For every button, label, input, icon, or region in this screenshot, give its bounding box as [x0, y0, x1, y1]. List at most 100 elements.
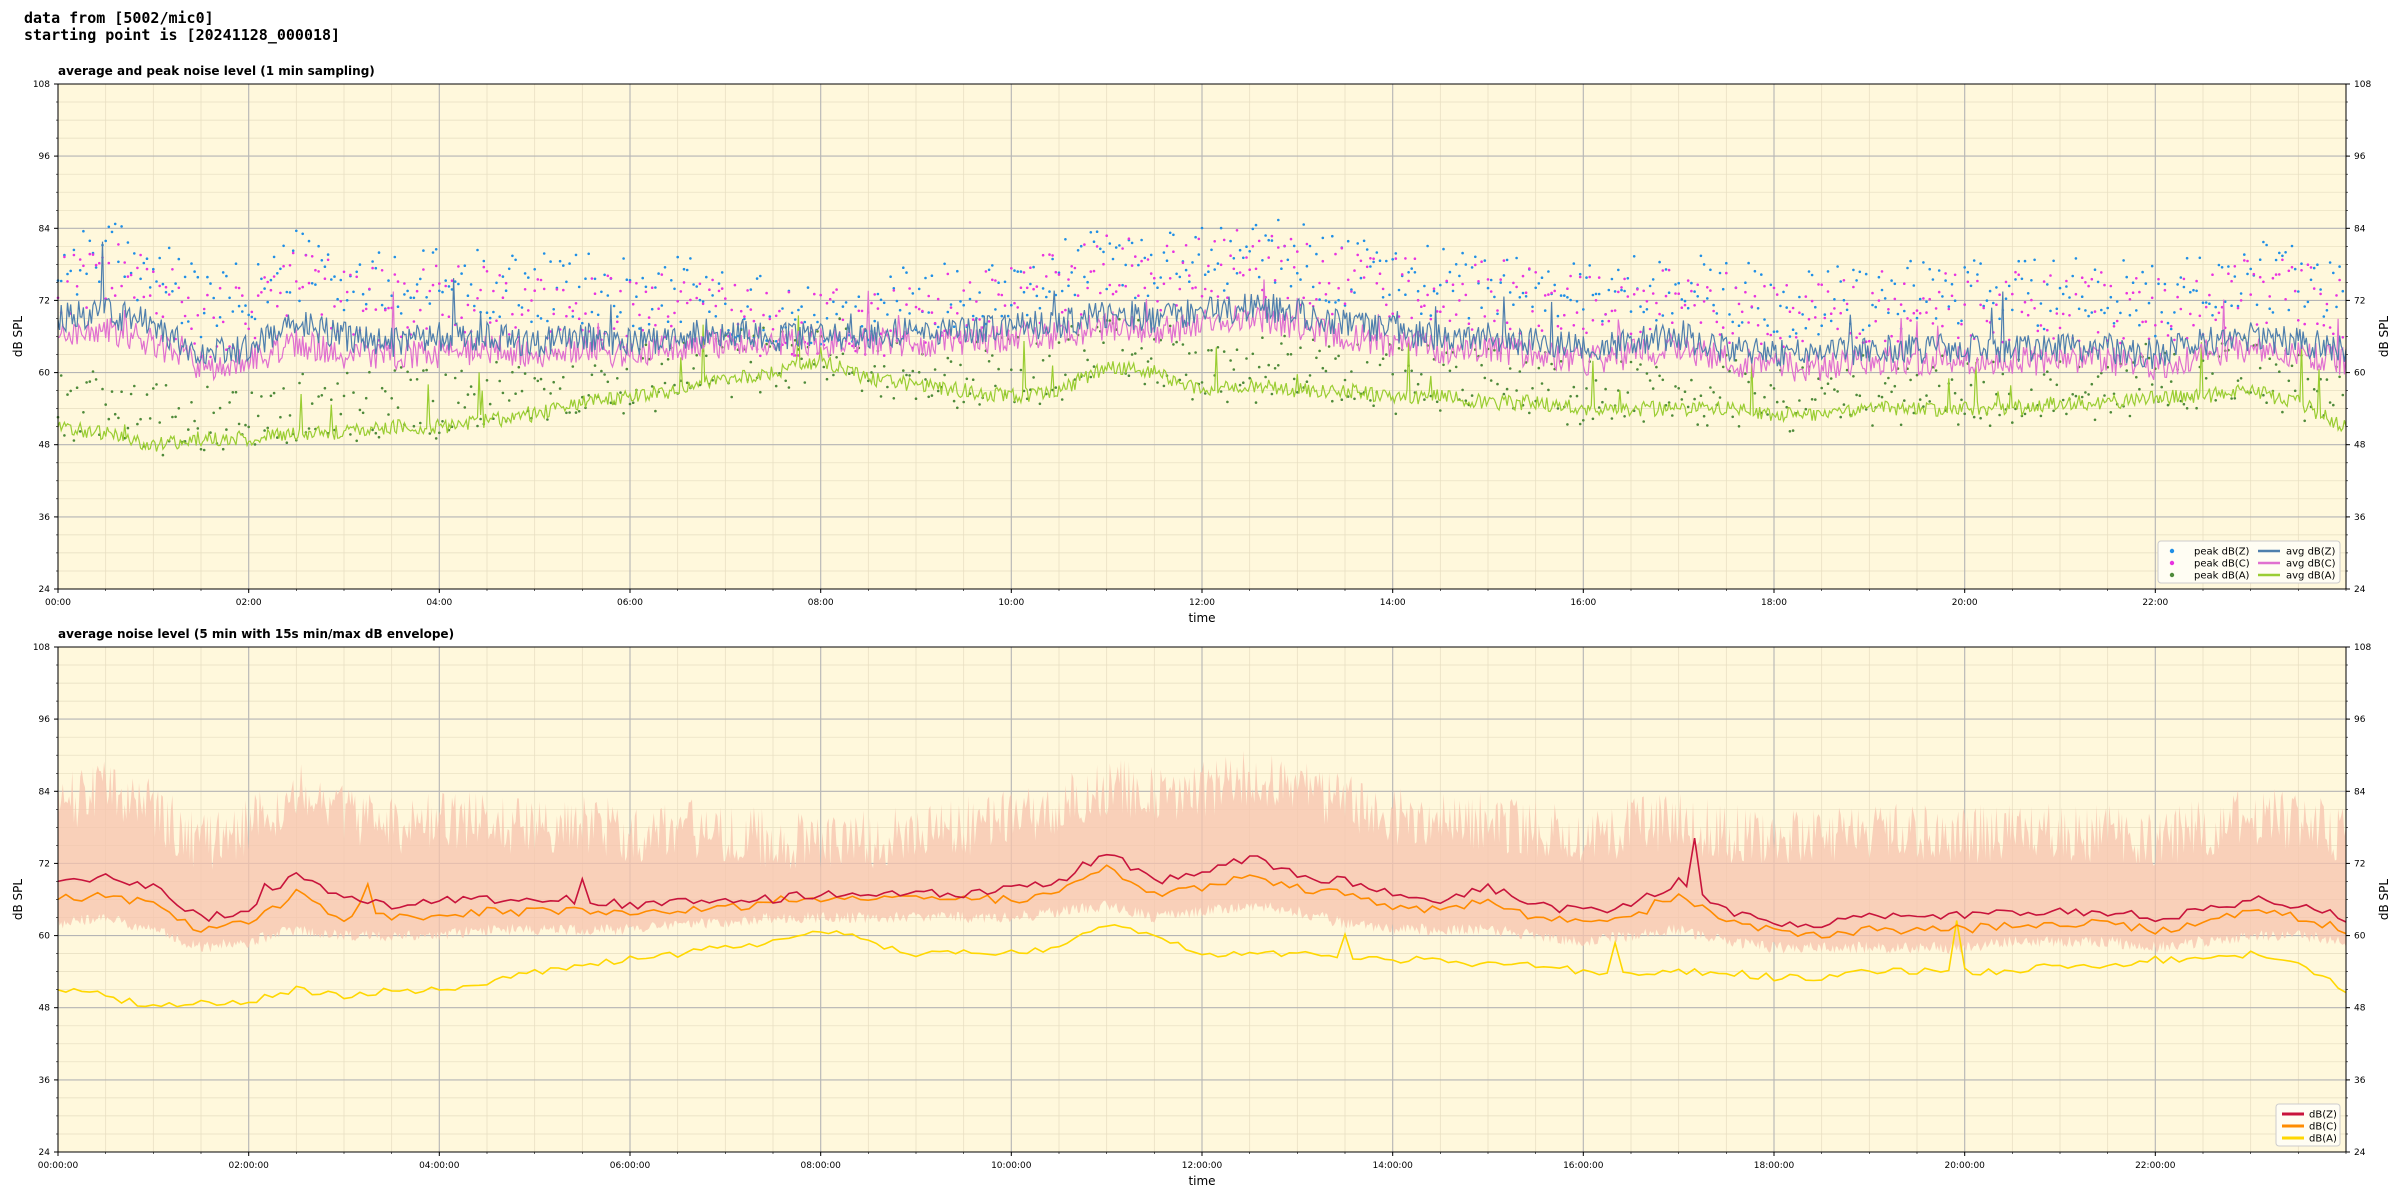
scatter-point	[1439, 409, 1442, 412]
scatter-point	[876, 307, 880, 310]
scatter-point	[1102, 341, 1105, 345]
scatter-point	[244, 304, 247, 307]
scatter-point	[1540, 276, 1544, 280]
scatter-point	[650, 286, 654, 290]
scatter-point	[1470, 328, 1474, 331]
scatter-point	[2026, 292, 2030, 295]
scatter-point	[1134, 352, 1137, 355]
scatter-point	[1918, 312, 1922, 315]
scatter-point	[228, 296, 231, 300]
scatter-point	[2201, 301, 2205, 305]
scatter-point	[1702, 263, 1706, 266]
scatter-point	[1235, 229, 1239, 232]
scatter-point	[336, 382, 339, 385]
scatter-point	[387, 413, 390, 416]
scatter-point	[1547, 293, 1550, 296]
scatter-point	[1508, 291, 1512, 294]
scatter-point	[1194, 351, 1197, 354]
scatter-point	[882, 354, 886, 357]
scatter-point	[1134, 255, 1137, 258]
scatter-point	[444, 279, 448, 282]
scatter-point	[2087, 284, 2090, 288]
scatter-point	[711, 278, 714, 282]
scatter-point	[1299, 346, 1302, 350]
scatter-point	[415, 289, 419, 293]
scatter-point	[860, 325, 864, 328]
scatter-point	[933, 321, 937, 325]
scatter-point	[695, 353, 698, 357]
scatter-point	[1445, 279, 1448, 283]
scatter-point	[1855, 279, 1858, 282]
scatter-point	[444, 373, 448, 377]
scatter-point	[1331, 399, 1334, 403]
scatter-point	[1499, 278, 1502, 281]
scatter-point	[991, 278, 994, 282]
scatter-point	[1712, 391, 1715, 394]
scatter-point	[1200, 381, 1204, 384]
y-tick-label-left: 36	[39, 513, 51, 523]
scatter-point	[1655, 319, 1658, 322]
scatter-point	[120, 284, 123, 288]
scatter-point	[1582, 308, 1585, 311]
scatter-point	[1149, 272, 1153, 275]
scatter-point	[596, 313, 600, 317]
scatter-point	[1734, 359, 1738, 362]
scatter-point	[2268, 307, 2271, 311]
scatter-point	[1610, 417, 1614, 420]
scatter-point	[1632, 254, 1636, 258]
scatter-point	[1874, 319, 1877, 323]
scatter-point	[1324, 293, 1328, 296]
scatter-point	[1903, 282, 1906, 286]
scatter-point	[1127, 374, 1131, 378]
scatter-point	[511, 312, 514, 316]
scatter-point	[562, 288, 565, 292]
scatter-point	[1343, 302, 1347, 306]
scatter-point	[927, 311, 930, 314]
scatter-point	[263, 429, 266, 432]
scatter-point	[708, 288, 711, 292]
scatter-point	[1493, 319, 1496, 323]
scatter-point	[1534, 271, 1537, 274]
scatter-point	[339, 300, 343, 303]
scatter-point	[288, 264, 292, 267]
scatter-point	[1534, 286, 1537, 290]
scatter-point	[2204, 301, 2208, 304]
scatter-point	[654, 409, 657, 413]
scatter-point	[228, 345, 231, 348]
scatter-point	[1899, 423, 1903, 427]
scatter-point	[1566, 287, 1569, 291]
scatter-point	[1051, 257, 1054, 261]
scatter-point	[574, 302, 578, 305]
scatter-point	[2157, 282, 2160, 286]
scatter-point	[1270, 239, 1274, 242]
scatter-point	[244, 322, 247, 326]
scatter-point	[419, 421, 422, 425]
scatter-point	[1280, 259, 1283, 263]
scatter-point	[148, 417, 152, 420]
scatter-point	[1718, 271, 1722, 275]
scatter-point	[1222, 289, 1226, 292]
scatter-point	[1134, 296, 1137, 300]
scatter-point	[276, 272, 279, 275]
scatter-point	[339, 412, 343, 416]
scatter-point	[78, 430, 82, 433]
scatter-point	[1038, 306, 1042, 310]
scatter-point	[180, 300, 184, 304]
scatter-point	[650, 307, 654, 311]
scatter-point	[177, 257, 181, 261]
scatter-point	[260, 395, 263, 398]
scatter-point	[1270, 392, 1274, 396]
scatter-point	[1410, 369, 1413, 373]
scatter-point	[2150, 296, 2154, 300]
scatter-point	[247, 327, 250, 331]
x-tick-label: 12:00:00	[1182, 1161, 1223, 1171]
scatter-point	[1820, 324, 1823, 328]
scatter-point	[1480, 260, 1483, 264]
y-axis-label-right: dB SPL	[2377, 879, 2391, 921]
scatter-point	[1880, 395, 1884, 399]
scatter-point	[1617, 290, 1620, 294]
scatter-point	[2090, 277, 2094, 281]
scatter-point	[984, 270, 988, 273]
scatter-point	[1051, 254, 1054, 257]
scatter-point	[2176, 295, 2179, 299]
